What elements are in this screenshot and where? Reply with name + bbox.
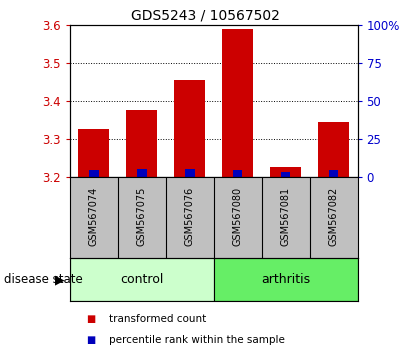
- Bar: [222, 29, 253, 177]
- Text: GSM567082: GSM567082: [329, 187, 339, 246]
- Text: GDS5243 / 10567502: GDS5243 / 10567502: [131, 9, 280, 23]
- Bar: [270, 167, 301, 177]
- Bar: [233, 170, 242, 177]
- Bar: [281, 172, 291, 177]
- Bar: [126, 110, 157, 177]
- Bar: [174, 80, 206, 177]
- Text: control: control: [120, 273, 164, 286]
- Text: GSM567081: GSM567081: [281, 187, 291, 246]
- Text: ■: ■: [86, 314, 96, 324]
- Bar: [318, 122, 349, 177]
- Bar: [89, 170, 99, 177]
- Text: ■: ■: [86, 335, 96, 345]
- Text: GSM567080: GSM567080: [233, 187, 242, 246]
- Text: disease state: disease state: [4, 273, 83, 286]
- Bar: [70, 258, 214, 301]
- Text: ▶: ▶: [55, 273, 65, 286]
- Bar: [78, 130, 109, 177]
- Text: GSM567075: GSM567075: [137, 187, 147, 246]
- Bar: [214, 258, 358, 301]
- Text: arthritis: arthritis: [261, 273, 310, 286]
- Text: GSM567074: GSM567074: [89, 187, 99, 246]
- Text: percentile rank within the sample: percentile rank within the sample: [109, 335, 285, 345]
- Bar: [137, 169, 147, 177]
- Text: transformed count: transformed count: [109, 314, 206, 324]
- Bar: [329, 170, 338, 177]
- Text: GSM567076: GSM567076: [185, 187, 195, 246]
- Bar: [185, 169, 194, 177]
